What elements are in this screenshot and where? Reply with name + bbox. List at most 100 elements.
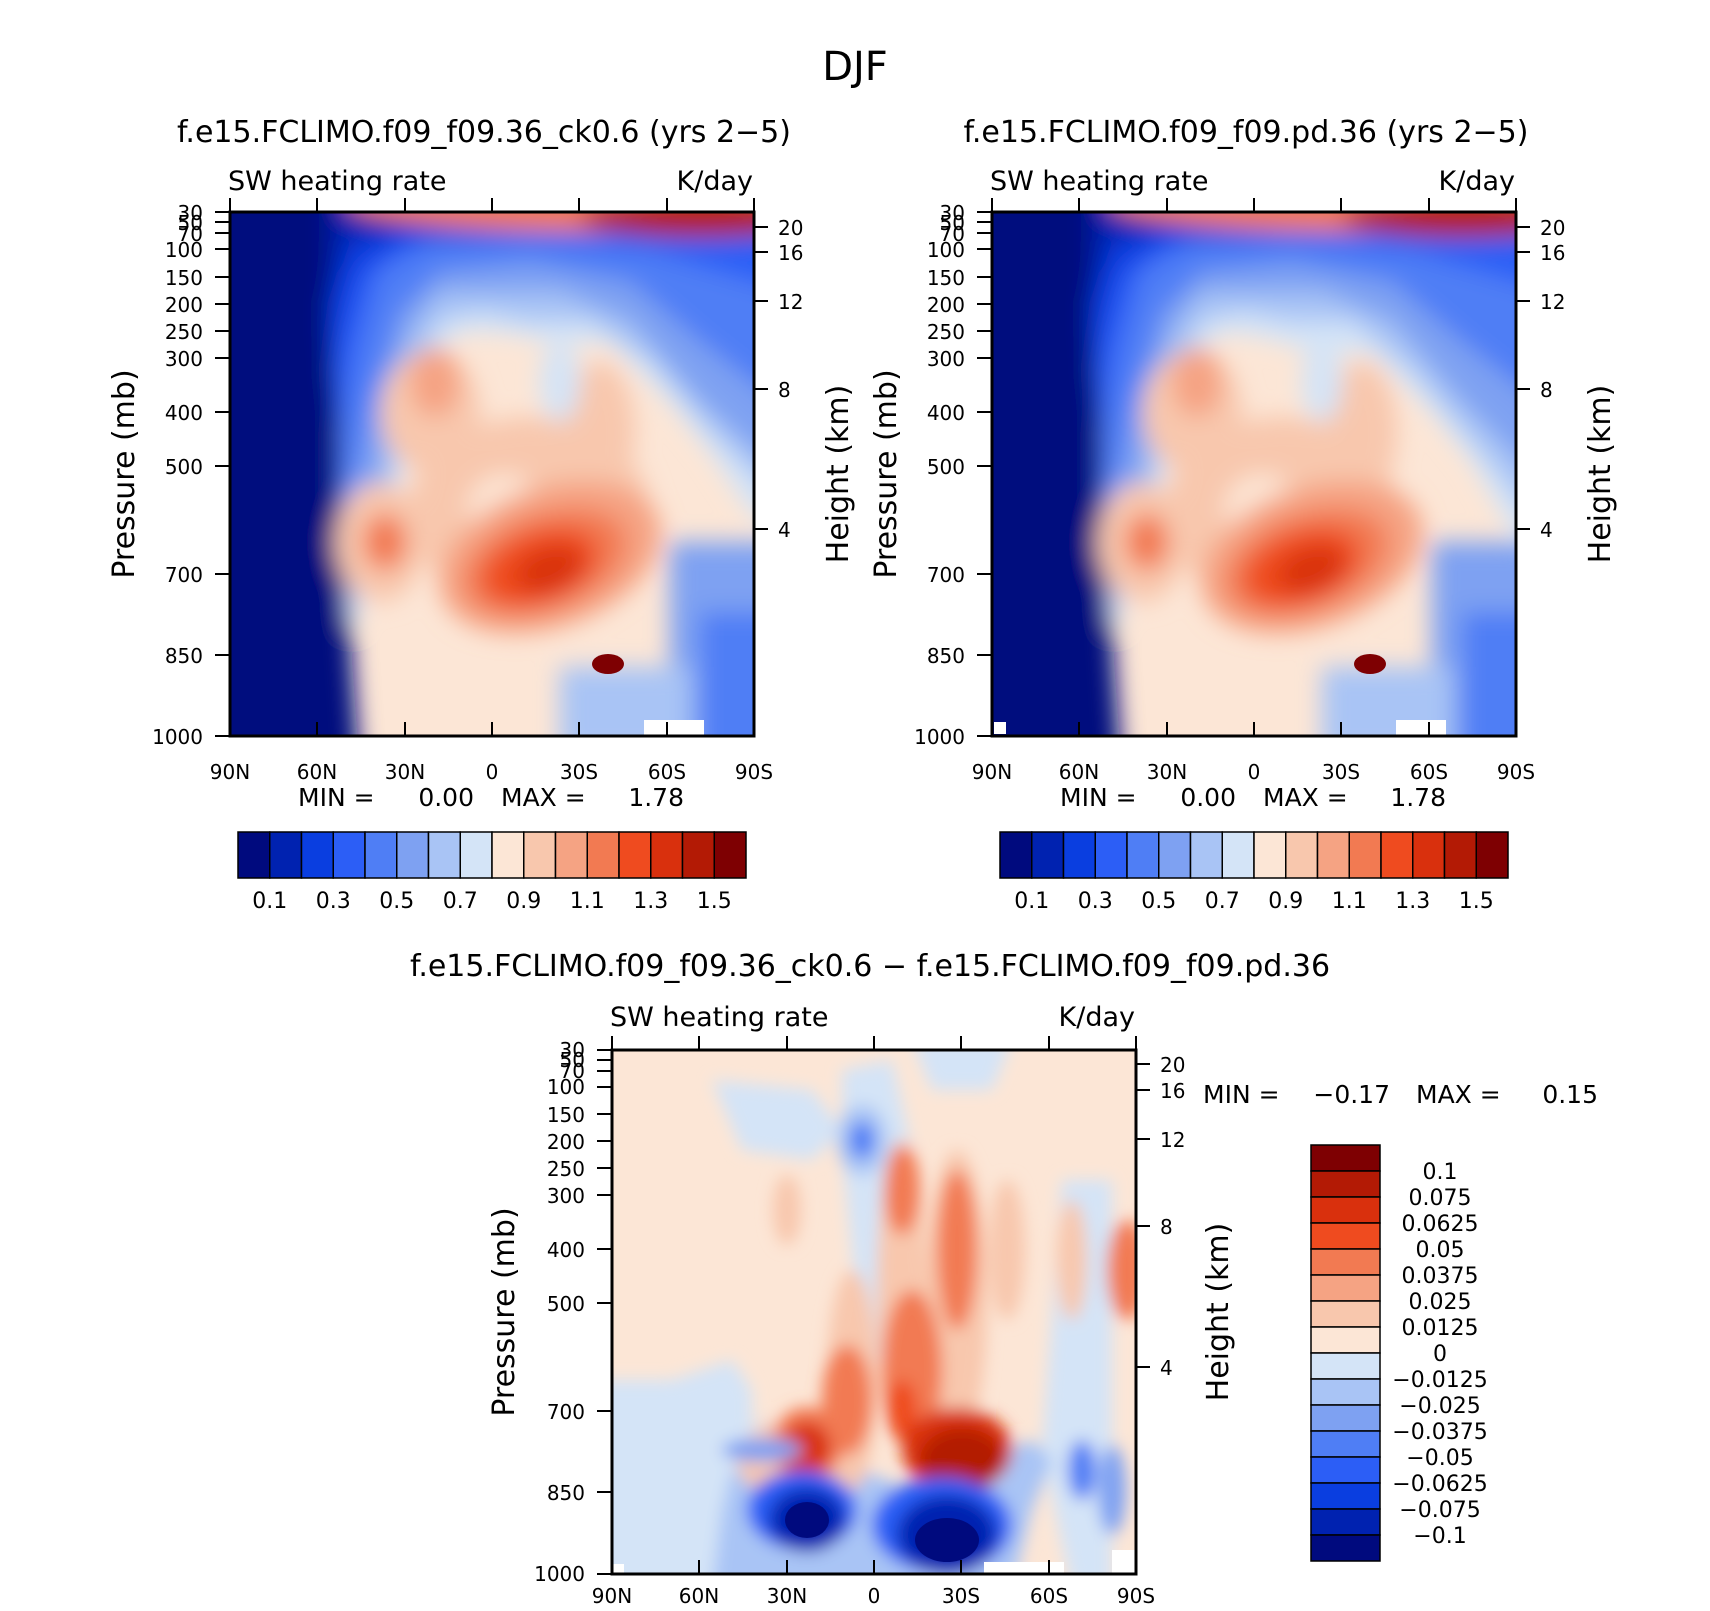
panel-c-ytick: 70 xyxy=(560,1059,585,1083)
panel-c-ytick: 250 xyxy=(547,1157,585,1181)
colorbar-swatch xyxy=(523,831,557,879)
panel-a-ytick: 100 xyxy=(165,238,203,262)
panel-a-ytick: 70 xyxy=(178,222,203,246)
panel-b-colorbar: 0.1 0.3 0.5 0.7 0.9 1.1 1.3 1.5 xyxy=(999,831,1509,914)
panel-c-xtick: 60S xyxy=(1030,1584,1068,1608)
colorbar-swatch xyxy=(1253,831,1287,879)
colorbar-swatch xyxy=(1221,831,1255,879)
colorbar-swatch xyxy=(332,831,366,879)
panel-c-xtick: 0 xyxy=(868,1584,881,1608)
panel-c-ylabel: Pressure (mb) xyxy=(487,1207,522,1416)
colorbar-swatch xyxy=(269,831,303,879)
panel-a-ytick: 250 xyxy=(165,320,203,344)
colorbar-label: 0.9 xyxy=(506,889,541,914)
panel-a-rtick: 8 xyxy=(778,378,791,402)
colorbar-swatch xyxy=(999,831,1033,879)
colorbar-label: −0.1 xyxy=(1413,1524,1466,1549)
panel-b-max-value: 1.78 xyxy=(1390,783,1446,812)
panel-c-xtick: 90N xyxy=(592,1584,632,1608)
colorbar-label: 0.0125 xyxy=(1402,1316,1479,1341)
panel-c-x-ticks xyxy=(611,1036,1137,1574)
colorbar-swatch xyxy=(1310,1222,1381,1250)
colorbar-swatch xyxy=(300,831,334,879)
colorbar-label: 0.7 xyxy=(1205,889,1240,914)
colorbar-label: 0.5 xyxy=(1141,889,1176,914)
panel-c-ytick: 300 xyxy=(547,1184,585,1208)
panel-c-ytick: 150 xyxy=(547,1103,585,1127)
panel-b-min-value: 0.00 xyxy=(1180,783,1236,812)
panel-b-xtick: 60N xyxy=(1059,760,1099,784)
panel-b-xtick: 90S xyxy=(1497,760,1535,784)
panel-b-right-tick-labels: 20 16 12 8 4 xyxy=(1540,216,1565,542)
panel-b-ytick: 70 xyxy=(940,222,965,246)
panel-a-xtick: 0 xyxy=(486,760,499,784)
panel-b-ylabel: Pressure (mb) xyxy=(869,369,904,578)
panel-a-ylabel: Pressure (mb) xyxy=(107,369,142,578)
colorbar-label: 0 xyxy=(1433,1342,1447,1367)
colorbar-swatch xyxy=(1310,1508,1381,1536)
panel-b-xtick: 90N xyxy=(972,760,1012,784)
panel-c-variable-label: SW heating rate xyxy=(610,1002,828,1033)
panel-b-ytick: 700 xyxy=(927,563,965,587)
panel-a-min-value: 0.00 xyxy=(418,783,474,812)
panel-a-stats: MIN = 0.00 MAX = 1.78 xyxy=(298,783,684,812)
colorbar-label: 0.025 xyxy=(1409,1290,1472,1315)
panel-c-ytick: 1000 xyxy=(534,1562,585,1586)
colorbar-swatch xyxy=(1348,831,1382,879)
panel-c-right-ticks xyxy=(1136,1063,1150,1368)
colorbar-swatch xyxy=(1380,831,1414,879)
colorbar-swatch xyxy=(1310,1378,1381,1406)
panel-c-xtick: 90S xyxy=(1117,1584,1155,1608)
panel-a-left-ticks xyxy=(215,211,230,737)
panel-b-ytick: 200 xyxy=(927,293,965,317)
colorbar-label: 1.5 xyxy=(1459,889,1494,914)
panel-b-x-ticks xyxy=(991,198,1517,736)
panel-a-x-tick-labels: 90N 60N 30N 0 30S 60S 90S xyxy=(210,760,773,784)
colorbar-label: 0.075 xyxy=(1409,1186,1472,1211)
panel-b-ytick: 1000 xyxy=(914,725,965,749)
panel-b-title: f.e15.FCLIMO.f09_f09.pd.36 (yrs 2−5) xyxy=(964,115,1529,150)
colorbar-swatch xyxy=(1443,831,1477,879)
panel-c: f.e15.FCLIMO.f09_f09.36_ck0.6 − f.e15.FC… xyxy=(410,949,1598,1608)
panel-b-ytick: 250 xyxy=(927,320,965,344)
panel-b-rtick: 12 xyxy=(1540,290,1565,314)
panel-a-xtick: 90S xyxy=(735,760,773,784)
colorbar-swatch xyxy=(1031,831,1065,879)
panel-c-title: f.e15.FCLIMO.f09_f09.36_ck0.6 − f.e15.FC… xyxy=(410,949,1330,984)
main-title: DJF xyxy=(822,44,888,90)
colorbar-swatch xyxy=(427,831,461,879)
panel-c-ytick: 400 xyxy=(547,1238,585,1262)
panel-b-xtick: 60S xyxy=(1410,760,1448,784)
panel-a-right-tick-labels: 20 16 12 8 4 xyxy=(778,216,803,542)
colorbar-swatch xyxy=(586,831,620,879)
panel-b-rtick: 4 xyxy=(1540,518,1553,542)
colorbar-label: 0.5 xyxy=(379,889,414,914)
panel-c-ytick: 100 xyxy=(547,1075,585,1099)
panel-c-rtick: 4 xyxy=(1160,1356,1173,1380)
colorbar-swatch xyxy=(1062,831,1096,879)
panel-a-units-label: K/day xyxy=(677,166,753,197)
colorbar-swatch xyxy=(618,831,652,879)
panel-b-xtick: 0 xyxy=(1248,760,1261,784)
colorbar-swatch xyxy=(1310,1274,1381,1302)
panel-c-ytick: 850 xyxy=(547,1481,585,1505)
colorbar-swatch xyxy=(237,831,271,879)
colorbar-swatch xyxy=(1310,1144,1381,1172)
colorbar-swatch xyxy=(1126,831,1160,879)
colorbar-swatch xyxy=(1310,1326,1381,1354)
panel-c-colorbar: 0.10.0750.06250.050.03750.0250.01250−0.0… xyxy=(1310,1144,1488,1562)
colorbar-label: 0.7 xyxy=(443,889,478,914)
colorbar-label: 1.5 xyxy=(697,889,732,914)
panel-a-ytick: 700 xyxy=(165,563,203,587)
colorbar-label: 1.3 xyxy=(1395,889,1430,914)
colorbar-swatch xyxy=(364,831,398,879)
panel-c-x-tick-labels: 90N 60N 30N 0 30S 60S 90S xyxy=(592,1584,1155,1608)
panel-b-units-label: K/day xyxy=(1439,166,1515,197)
colorbar-label: −0.05 xyxy=(1406,1446,1473,1471)
panel-b-ytick: 850 xyxy=(927,644,965,668)
panel-a-title: f.e15.FCLIMO.f09_f09.36_ck0.6 (yrs 2−5) xyxy=(177,115,791,150)
panel-b-xtick: 30N xyxy=(1147,760,1187,784)
panel-b-ytick: 50 xyxy=(940,211,965,235)
panel-b-right-ticks xyxy=(1516,226,1530,530)
